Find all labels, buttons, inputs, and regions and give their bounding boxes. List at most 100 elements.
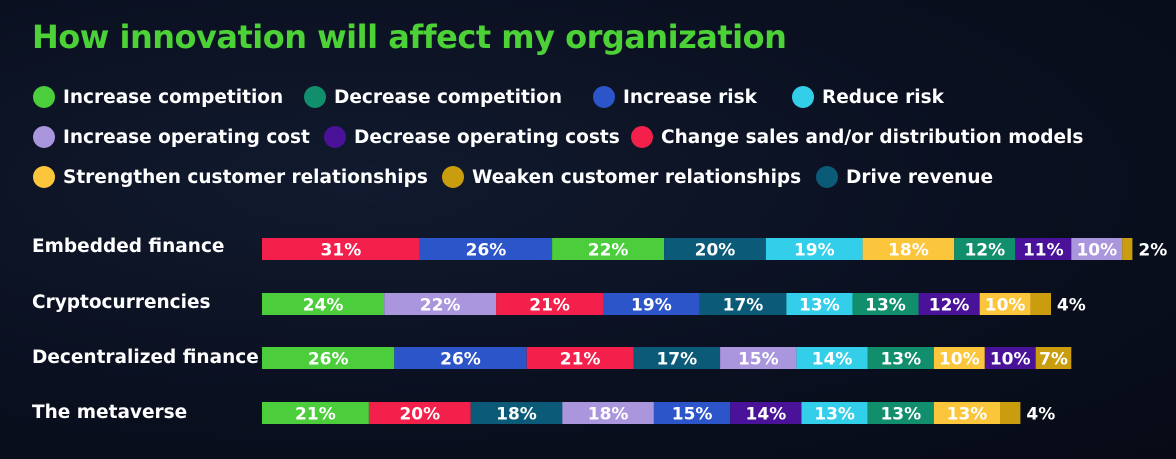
bar-segment-the-metaverse-increase-risk <box>653 402 731 424</box>
bar-value-label-the-metaverse-decrease-operating-costs: 14% <box>746 405 787 425</box>
legend-swatch-strengthen-customer-relationships <box>33 166 55 188</box>
legend-row-2: Increase operating cost Decrease operati… <box>33 126 1153 166</box>
legend: Increase competition Decrease competitio… <box>33 86 1153 206</box>
bar-segment-embedded-finance-change-sales-and-or-distribution-models <box>262 238 420 260</box>
bar-value-label-embedded-finance-increase-operating-cost: 10% <box>1076 241 1117 261</box>
bar-value-label-the-metaverse-decrease-competition: 13% <box>880 405 921 425</box>
legend-item-weaken-customer-relationships: Weaken customer relationships <box>442 166 801 188</box>
bar-value-label-decentralized-finance-increase-competition: 26% <box>308 350 349 370</box>
bar-value-label-decentralized-finance-increase-operating-cost: 15% <box>738 350 779 370</box>
row-label-the-metaverse: The metaverse <box>32 402 188 423</box>
legend-swatch-decrease-competition <box>304 86 326 108</box>
legend-label-increase-competition: Increase competition <box>63 86 284 108</box>
bar-segment-the-metaverse-decrease-operating-costs <box>730 402 802 424</box>
row-label-cryptocurrencies: Cryptocurrencies <box>32 292 211 313</box>
bar-value-label-decentralized-finance-reduce-risk: 14% <box>812 350 853 370</box>
bar-value-label-the-metaverse-increase-competition: 21% <box>295 405 336 425</box>
bar-segment-decentralized-finance-increase-operating-cost <box>720 347 797 369</box>
bar-value-label-decentralized-finance-decrease-operating-costs: 10% <box>990 350 1031 370</box>
row-label-embedded-finance: Embedded finance <box>32 236 225 257</box>
bar-segment-the-metaverse-decrease-competition <box>867 402 934 424</box>
legend-swatch-drive-revenue <box>816 166 838 188</box>
bar-value-label-the-metaverse-reduce-risk: 13% <box>814 405 855 425</box>
bar-segment-the-metaverse-strengthen-customer-relationships <box>933 402 1001 424</box>
bar-segment-embedded-finance-strengthen-customer-relationships <box>862 238 955 260</box>
bar-segment-decentralized-finance-reduce-risk <box>796 347 868 369</box>
bar-value-label-embedded-finance-decrease-operating-costs: 11% <box>1023 241 1064 261</box>
bar-segment-decentralized-finance-increase-competition <box>262 347 395 369</box>
legend-swatch-increase-operating-cost <box>33 126 55 148</box>
bar-value-label-embedded-finance-increase-competition: 22% <box>588 241 629 261</box>
bar-segment-the-metaverse-drive-revenue <box>470 402 563 424</box>
bar-value-label-cryptocurrencies-increase-competition: 24% <box>303 296 344 316</box>
bar-segment-the-metaverse-weaken-customer-relationships <box>1000 402 1021 424</box>
bar-value-label-decentralized-finance-increase-risk: 26% <box>440 350 481 370</box>
bar-value-label-cryptocurrencies-drive-revenue: 17% <box>723 296 764 316</box>
bar-segment-cryptocurrencies-increase-operating-cost <box>384 293 497 315</box>
bar-segment-the-metaverse-change-sales-and-or-distribution-models <box>368 402 471 424</box>
bar-segment-decentralized-finance-increase-risk <box>394 347 527 369</box>
bar-segment-decentralized-finance-change-sales-and-or-distribution-models <box>526 347 634 369</box>
bar-segment-cryptocurrencies-decrease-operating-costs <box>918 293 980 315</box>
bar-value-label-cryptocurrencies-decrease-operating-costs: 12% <box>929 296 970 316</box>
bar-segment-cryptocurrencies-change-sales-and-or-distribution-models <box>496 293 603 315</box>
legend-swatch-change-sales-distribution <box>631 126 653 148</box>
legend-label-change-sales-distribution: Change sales and/or distribution models <box>661 126 1084 148</box>
legend-item-decrease-operating-costs: Decrease operating costs <box>324 126 620 148</box>
bar-value-label-cryptocurrencies-increase-operating-cost: 22% <box>420 296 461 316</box>
bar-segment-embedded-finance-increase-risk <box>419 238 553 260</box>
bar-value-label-the-metaverse-increase-operating-cost: 18% <box>588 405 629 425</box>
legend-label-increase-risk: Increase risk <box>623 86 757 108</box>
bar-value-label-the-metaverse-increase-risk: 15% <box>672 405 713 425</box>
bar-value-label-decentralized-finance-change-sales-and-or-distribution-models: 21% <box>560 350 601 370</box>
bar-segment-embedded-finance-decrease-competition <box>954 238 1016 260</box>
bar-segment-embedded-finance-increase-operating-cost <box>1071 238 1123 260</box>
bar-segment-decentralized-finance-decrease-operating-costs <box>984 347 1036 369</box>
legend-item-decrease-competition: Decrease competition <box>304 86 562 108</box>
bar-value-label-decentralized-finance-drive-revenue: 17% <box>656 350 697 370</box>
legend-swatch-increase-risk <box>593 86 615 108</box>
bar-value-label-embedded-finance-drive-revenue: 20% <box>695 241 736 261</box>
legend-label-reduce-risk: Reduce risk <box>822 86 944 108</box>
bar-value-label-the-metaverse-weaken-customer-relationships: 4% <box>1026 405 1055 425</box>
bar-value-label-cryptocurrencies-change-sales-and-or-distribution-models: 21% <box>529 296 570 316</box>
legend-label-drive-revenue: Drive revenue <box>846 166 994 188</box>
legend-item-drive-revenue: Drive revenue <box>816 166 993 188</box>
bar-value-label-embedded-finance-weaken-customer-relationships: 2% <box>1138 241 1167 261</box>
bar-segment-embedded-finance-drive-revenue <box>664 238 766 260</box>
legend-swatch-weaken-customer-relationships <box>442 166 464 188</box>
bar-segment-embedded-finance-decrease-operating-costs <box>1015 238 1072 260</box>
bar-segment-decentralized-finance-strengthen-customer-relationships <box>933 347 985 369</box>
bar-segment-cryptocurrencies-weaken-customer-relationships <box>1030 293 1051 315</box>
legend-item-reduce-risk: Reduce risk <box>792 86 944 108</box>
bar-value-label-the-metaverse-strengthen-customer-relationships: 13% <box>947 405 988 425</box>
bar-segment-decentralized-finance-decrease-competition <box>867 347 934 369</box>
bar-segment-cryptocurrencies-decrease-competition <box>852 293 919 315</box>
bar-value-label-the-metaverse-change-sales-and-or-distribution-models: 20% <box>399 405 440 425</box>
bar-value-label-cryptocurrencies-increase-risk: 19% <box>631 296 672 316</box>
bar-value-label-embedded-finance-decrease-competition: 12% <box>964 241 1005 261</box>
bar-segment-the-metaverse-increase-operating-cost <box>562 402 654 424</box>
legend-row-3: Strengthen customer relationships Weaken… <box>33 166 1153 206</box>
bar-segment-cryptocurrencies-reduce-risk <box>786 293 853 315</box>
bar-segment-cryptocurrencies-strengthen-customer-relationships <box>979 293 1031 315</box>
bar-value-label-embedded-finance-change-sales-and-or-distribution-models: 31% <box>321 241 362 261</box>
bar-value-label-cryptocurrencies-strengthen-customer-relationships: 10% <box>985 296 1026 316</box>
bar-segment-the-metaverse-increase-competition <box>262 402 369 424</box>
bar-value-label-decentralized-finance-strengthen-customer-relationships: 10% <box>939 350 980 370</box>
bar-segment-embedded-finance-reduce-risk <box>765 238 863 260</box>
bar-segment-cryptocurrencies-drive-revenue <box>699 293 787 315</box>
bar-value-label-embedded-finance-strengthen-customer-relationships: 18% <box>888 241 929 261</box>
legend-item-increase-competition: Increase competition <box>33 86 283 108</box>
bar-value-label-decentralized-finance-weaken-customer-relationships: 7% <box>1039 350 1068 370</box>
legend-item-increase-operating-cost: Increase operating cost <box>33 126 310 148</box>
legend-label-decrease-competition: Decrease competition <box>334 86 563 108</box>
legend-item-strengthen-customer-relationships: Strengthen customer relationships <box>33 166 428 188</box>
legend-label-weaken-customer-relationships: Weaken customer relationships <box>472 166 802 188</box>
legend-swatch-increase-competition <box>33 86 55 108</box>
legend-label-strengthen-customer-relationships: Strengthen customer relationships <box>63 166 428 188</box>
bar-value-label-embedded-finance-increase-risk: 26% <box>466 241 507 261</box>
legend-swatch-reduce-risk <box>792 86 814 108</box>
bar-segment-the-metaverse-reduce-risk <box>801 402 868 424</box>
